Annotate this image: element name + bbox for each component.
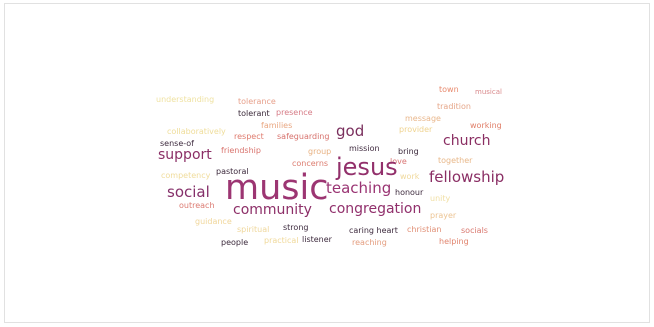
word-collaboratively: collaboratively: [167, 127, 226, 136]
word-bring: bring: [398, 147, 419, 156]
word-tradition: tradition: [437, 102, 471, 111]
word-families: families: [261, 121, 293, 130]
word-working: working: [470, 121, 502, 130]
word-mission: mission: [349, 144, 380, 153]
word-congregation: congregation: [329, 201, 422, 217]
word-understanding: understanding: [156, 95, 215, 104]
word-presence: presence: [276, 108, 313, 117]
word-music: music: [225, 168, 329, 208]
word-safeguarding: safeguarding: [277, 132, 330, 141]
word-outreach: outreach: [179, 201, 215, 210]
word-god: god: [336, 122, 365, 140]
word-socials: socials: [461, 226, 488, 235]
word-concerns: concerns: [292, 159, 329, 168]
word-strong: strong: [283, 223, 309, 232]
word-competency: competency: [161, 171, 211, 180]
word-prayer: prayer: [430, 211, 457, 220]
word-honour: honour: [395, 188, 424, 197]
word-together: together: [438, 156, 473, 165]
word-unity: unity: [430, 194, 451, 203]
word-provider: provider: [399, 125, 433, 134]
word-support: support: [158, 147, 212, 163]
word-jesus: jesus: [336, 153, 398, 181]
word-tolerant: tolerant: [238, 109, 270, 118]
word-listener: listener: [302, 235, 332, 244]
word-christian: christian: [407, 225, 442, 234]
word-church: church: [443, 133, 491, 149]
word-fellowship: fellowship: [429, 168, 505, 186]
word-respect: respect: [234, 132, 264, 141]
word-reaching: reaching: [352, 238, 387, 247]
word-work: work: [400, 172, 420, 181]
word-helping: helping: [439, 237, 469, 246]
word-teaching: teaching: [326, 179, 392, 197]
word-sense-of: sense-of: [160, 139, 194, 148]
word-love: love: [390, 157, 407, 166]
word-practical: practical: [264, 236, 299, 245]
word-people: people: [221, 238, 249, 247]
word-friendship: friendship: [221, 146, 261, 155]
word-social: social: [167, 183, 210, 201]
word-group: group: [308, 147, 332, 156]
word-spiritual: spiritual: [237, 225, 270, 234]
word-cloud-panel: understanding tolerance tolerant presenc…: [4, 3, 650, 323]
word-caring-heart: caring heart: [349, 226, 398, 235]
word-tolerance: tolerance: [238, 97, 276, 106]
word-community: community: [233, 202, 312, 218]
word-message: message: [405, 114, 441, 123]
word-pastoral: pastoral: [216, 167, 249, 176]
word-town: town: [439, 85, 459, 94]
word-musical: musical: [475, 88, 502, 96]
word-guidance: guidance: [195, 217, 232, 226]
